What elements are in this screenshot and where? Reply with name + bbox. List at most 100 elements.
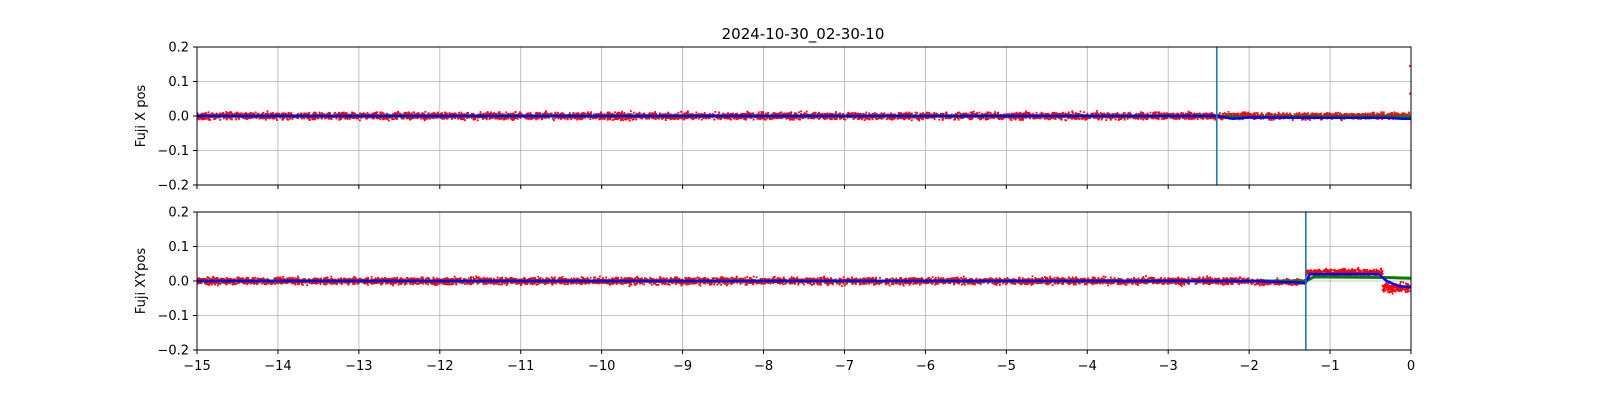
scatter-point: [940, 113, 943, 116]
scatter-point: [444, 111, 446, 114]
scatter-point: [379, 111, 382, 114]
scatter-point: [1142, 118, 1145, 121]
scatter-point: [1344, 112, 1346, 115]
scatter-point: [529, 117, 531, 120]
scatter-point: [1067, 111, 1070, 114]
scatter-point: [1111, 117, 1113, 120]
scatter-point: [514, 111, 517, 113]
scatter-point: [275, 112, 278, 115]
scatter-point: [456, 117, 459, 120]
scatter-point: [364, 117, 367, 120]
scatter-point: [366, 112, 369, 114]
scatter-point: [1047, 117, 1050, 120]
scatter-point: [826, 112, 829, 115]
scatter-point: [945, 112, 948, 115]
scatter-point: [264, 113, 267, 115]
scatter-point: [757, 111, 760, 114]
scatter-point: [790, 118, 793, 120]
scatter-point: [597, 112, 600, 115]
scatter-point: [890, 112, 892, 115]
scatter-point: [654, 111, 656, 113]
scatter-point: [314, 117, 317, 120]
scatter-point: [1135, 112, 1138, 115]
scatter-point: [490, 112, 493, 115]
scatter-point: [972, 110, 975, 113]
scatter-point: [1228, 114, 1231, 116]
scatter-point: [312, 118, 314, 121]
scatter-point: [246, 118, 249, 120]
scatter-point: [1306, 114, 1308, 117]
scatter-point: [860, 118, 863, 121]
scatter-point: [1307, 112, 1309, 115]
scatter-point: [462, 117, 465, 120]
scatter-point: [1158, 112, 1160, 114]
scatter-point: [767, 112, 770, 115]
scatter-point: [740, 112, 743, 115]
scatter-point: [1209, 113, 1212, 115]
scatter-point: [907, 118, 910, 120]
scatter-point: [620, 118, 623, 121]
scatter-point: [1272, 118, 1275, 121]
scatter-point: [864, 117, 867, 120]
scatter-point: [823, 116, 826, 119]
scatter-point: [804, 112, 806, 114]
scatter-point: [1277, 113, 1280, 116]
scatter-point: [1152, 117, 1155, 120]
scatter-point: [674, 113, 677, 116]
scatter-point: [199, 117, 202, 120]
scatter-point: [857, 118, 859, 120]
scatter-point: [207, 111, 210, 114]
scatter-point: [252, 112, 255, 115]
scatter-point: [799, 118, 801, 121]
scatter-point: [410, 118, 413, 120]
scatter-point: [398, 112, 401, 115]
scatter-point: [1069, 116, 1071, 119]
scatter-point: [917, 118, 919, 121]
scatter-point: [853, 117, 856, 119]
scatter-point: [1122, 112, 1125, 114]
scatter-point: [1183, 117, 1186, 120]
scatter-point: [321, 112, 324, 115]
scatter-point: [1196, 113, 1199, 116]
scatter-point: [933, 116, 935, 119]
scatter-point: [620, 113, 623, 116]
scatter-point: [1032, 117, 1035, 120]
scatter-point: [361, 113, 364, 116]
scatter-point: [1309, 114, 1312, 117]
scatter-point: [291, 118, 294, 120]
scatter-point: [817, 112, 820, 115]
scatter-point: [835, 111, 837, 113]
scatter-point: [467, 112, 469, 114]
scatter-point: [479, 111, 482, 113]
scatter-point: [703, 112, 706, 114]
scatter-point: [1064, 112, 1067, 115]
scatter-point: [1301, 113, 1304, 116]
scatter-point: [1376, 112, 1379, 115]
scatter-point: [1021, 112, 1024, 115]
scatter-point: [664, 117, 667, 120]
scatter-point: [638, 111, 641, 114]
scatter-point: [1313, 112, 1316, 115]
scatter-point: [1335, 112, 1337, 114]
scatter-point: [566, 116, 569, 119]
scatter-point: [622, 116, 624, 119]
scatter-point: [863, 119, 866, 122]
scatter-point: [337, 113, 340, 116]
scatter-point: [948, 116, 951, 119]
scatter-point: [1054, 116, 1056, 119]
scatter-point: [1391, 111, 1394, 114]
scatter-point: [1299, 114, 1302, 116]
scatter-point: [1188, 113, 1190, 116]
scatter-point: [199, 113, 202, 116]
scatter-point: [632, 118, 635, 121]
scatter-point: [1279, 114, 1282, 117]
scatter-point: [954, 116, 956, 119]
scatter-point: [289, 112, 291, 115]
scatter-point: [414, 116, 417, 119]
scatter-point: [901, 116, 903, 119]
scatter-point: [1256, 112, 1259, 115]
scatter-point: [930, 116, 933, 119]
scatter-point: [1040, 113, 1043, 116]
scatter-point: [387, 119, 390, 122]
scatter-point: [880, 117, 883, 120]
